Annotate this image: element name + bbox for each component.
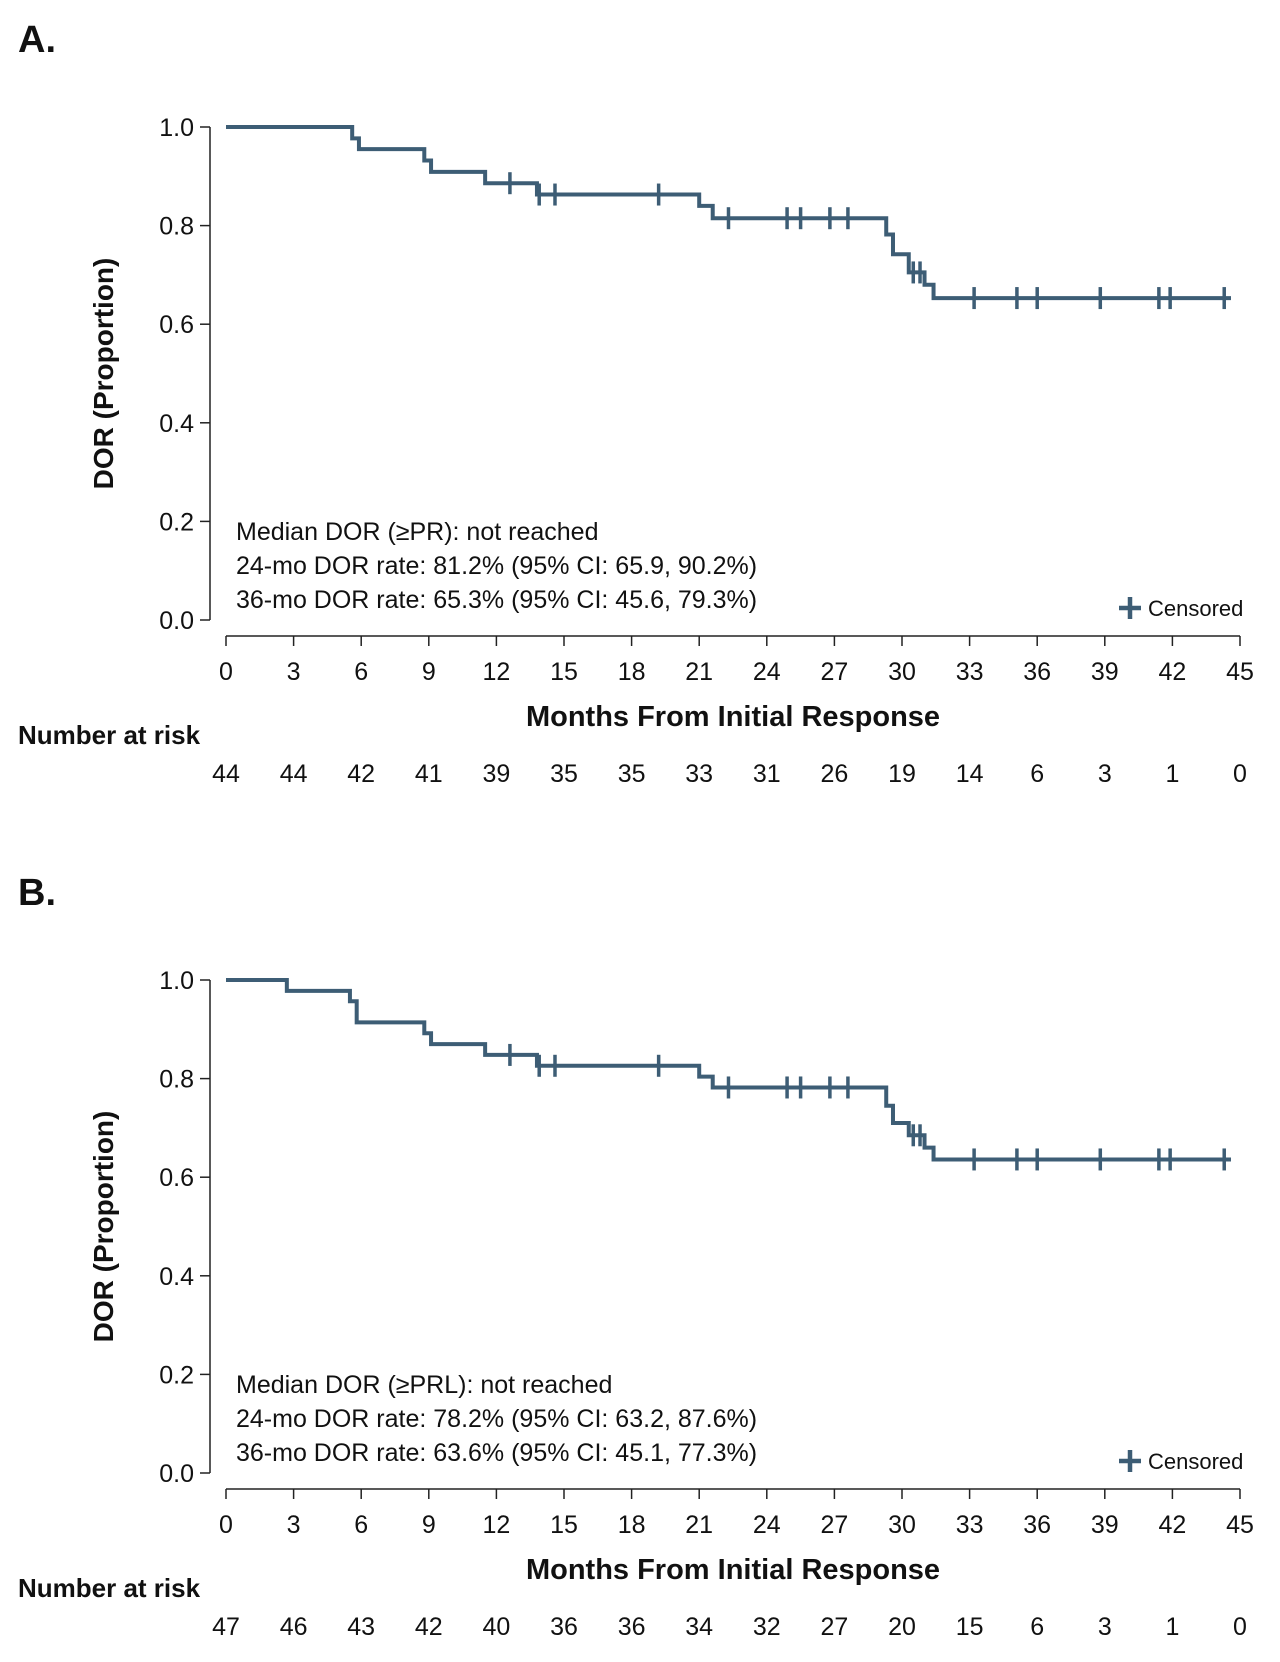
risk-count: 6 bbox=[1030, 760, 1044, 788]
x-tick-label: 15 bbox=[550, 658, 578, 686]
risk-count: 1 bbox=[1165, 1613, 1179, 1641]
risk-count: 44 bbox=[212, 760, 240, 788]
x-tick-label: 21 bbox=[685, 1511, 713, 1539]
legend-label: Censored bbox=[1148, 1449, 1243, 1474]
risk-count: 35 bbox=[550, 760, 578, 788]
risk-count: 40 bbox=[482, 1613, 510, 1641]
x-tick-label: 0 bbox=[219, 1511, 233, 1539]
x-tick-label: 0 bbox=[219, 658, 233, 686]
x-tick-label: 30 bbox=[888, 658, 916, 686]
risk-count: 42 bbox=[415, 1613, 443, 1641]
risk-count: 41 bbox=[415, 760, 443, 788]
x-tick-label: 36 bbox=[1023, 1511, 1051, 1539]
y-tick-label: 0.4 bbox=[159, 410, 194, 438]
x-tick-label: 36 bbox=[1023, 658, 1051, 686]
legend-label: Censored bbox=[1148, 596, 1243, 621]
y-tick-label: 0.2 bbox=[159, 508, 194, 536]
y-tick-label: 0.4 bbox=[159, 1263, 194, 1291]
panel-label: B. bbox=[18, 872, 56, 914]
x-tick-label: 6 bbox=[354, 658, 368, 686]
risk-count: 6 bbox=[1030, 1613, 1044, 1641]
x-tick-label: 33 bbox=[956, 1511, 984, 1539]
risk-count: 19 bbox=[888, 760, 916, 788]
km-step-line bbox=[226, 125, 1231, 301]
annotation-line: 36-mo DOR rate: 65.3% (95% CI: 45.6, 79.… bbox=[236, 586, 757, 614]
y-axis-label: DOR (Proportion) bbox=[88, 258, 119, 490]
x-tick-label: 18 bbox=[618, 1511, 646, 1539]
x-tick-label: 15 bbox=[550, 1511, 578, 1539]
risk-count: 33 bbox=[685, 760, 713, 788]
x-tick-label: 39 bbox=[1091, 658, 1119, 686]
risk-count: 26 bbox=[820, 760, 848, 788]
km-step-line bbox=[226, 978, 1231, 1162]
x-tick-label: 24 bbox=[753, 1511, 781, 1539]
x-tick-label: 30 bbox=[888, 1511, 916, 1539]
annotation-line: 36-mo DOR rate: 63.6% (95% CI: 45.1, 77.… bbox=[236, 1439, 757, 1467]
y-tick-label: 0.6 bbox=[159, 311, 194, 339]
x-tick-label: 12 bbox=[482, 658, 510, 686]
risk-count: 36 bbox=[550, 1613, 578, 1641]
y-tick-label: 0.8 bbox=[159, 1066, 194, 1094]
x-tick-label: 6 bbox=[354, 1511, 368, 1539]
risk-table-label: Number at risk bbox=[18, 1573, 201, 1603]
x-tick-label: 27 bbox=[820, 658, 848, 686]
x-tick-label: 3 bbox=[287, 658, 301, 686]
x-tick-label: 9 bbox=[422, 658, 436, 686]
y-tick-label: 0.8 bbox=[159, 213, 194, 241]
annotation-line: Median DOR (≥PR): not reached bbox=[236, 518, 598, 546]
risk-count: 15 bbox=[956, 1613, 984, 1641]
y-tick-label: 1.0 bbox=[159, 967, 194, 995]
y-tick-label: 0.6 bbox=[159, 1164, 194, 1192]
risk-count: 42 bbox=[347, 760, 375, 788]
y-tick-label: 0.0 bbox=[159, 607, 194, 635]
x-tick-label: 42 bbox=[1158, 1511, 1186, 1539]
x-tick-label: 9 bbox=[422, 1511, 436, 1539]
x-tick-label: 39 bbox=[1091, 1511, 1119, 1539]
x-axis-label: Months From Initial Response bbox=[526, 701, 940, 733]
risk-count: 27 bbox=[820, 1613, 848, 1641]
annotation-line: 24-mo DOR rate: 78.2% (95% CI: 63.2, 87.… bbox=[236, 1405, 757, 1433]
x-tick-label: 24 bbox=[753, 658, 781, 686]
risk-count: 31 bbox=[753, 760, 781, 788]
risk-count: 47 bbox=[212, 1613, 240, 1641]
risk-count: 36 bbox=[618, 1613, 646, 1641]
risk-count: 14 bbox=[956, 760, 984, 788]
risk-count: 39 bbox=[482, 760, 510, 788]
risk-count: 44 bbox=[280, 760, 308, 788]
x-tick-label: 12 bbox=[482, 1511, 510, 1539]
x-tick-label: 18 bbox=[618, 658, 646, 686]
risk-count: 43 bbox=[347, 1613, 375, 1641]
x-tick-label: 45 bbox=[1226, 658, 1254, 686]
risk-count: 32 bbox=[753, 1613, 781, 1641]
risk-count: 3 bbox=[1098, 1613, 1112, 1641]
x-axis-label: Months From Initial Response bbox=[526, 1554, 940, 1586]
x-tick-label: 21 bbox=[685, 658, 713, 686]
y-axis-label: DOR (Proportion) bbox=[88, 1111, 119, 1343]
y-tick-label: 1.0 bbox=[159, 114, 194, 142]
y-tick-label: 0.2 bbox=[159, 1361, 194, 1389]
risk-count: 3 bbox=[1098, 760, 1112, 788]
risk-count: 20 bbox=[888, 1613, 916, 1641]
x-tick-label: 27 bbox=[820, 1511, 848, 1539]
y-tick-label: 0.0 bbox=[159, 1460, 194, 1488]
risk-count: 0 bbox=[1233, 1613, 1247, 1641]
annotation-line: 24-mo DOR rate: 81.2% (95% CI: 65.9, 90.… bbox=[236, 552, 757, 580]
risk-count: 46 bbox=[280, 1613, 308, 1641]
panel-label: A. bbox=[18, 19, 56, 61]
x-tick-label: 3 bbox=[287, 1511, 301, 1539]
x-tick-label: 33 bbox=[956, 658, 984, 686]
risk-table-label: Number at risk bbox=[18, 720, 201, 750]
annotation-line: Median DOR (≥PRL): not reached bbox=[236, 1371, 612, 1399]
x-tick-label: 42 bbox=[1158, 658, 1186, 686]
risk-count: 34 bbox=[685, 1613, 713, 1641]
x-tick-label: 45 bbox=[1226, 1511, 1254, 1539]
risk-count: 35 bbox=[618, 760, 646, 788]
risk-count: 0 bbox=[1233, 760, 1247, 788]
risk-count: 1 bbox=[1165, 760, 1179, 788]
